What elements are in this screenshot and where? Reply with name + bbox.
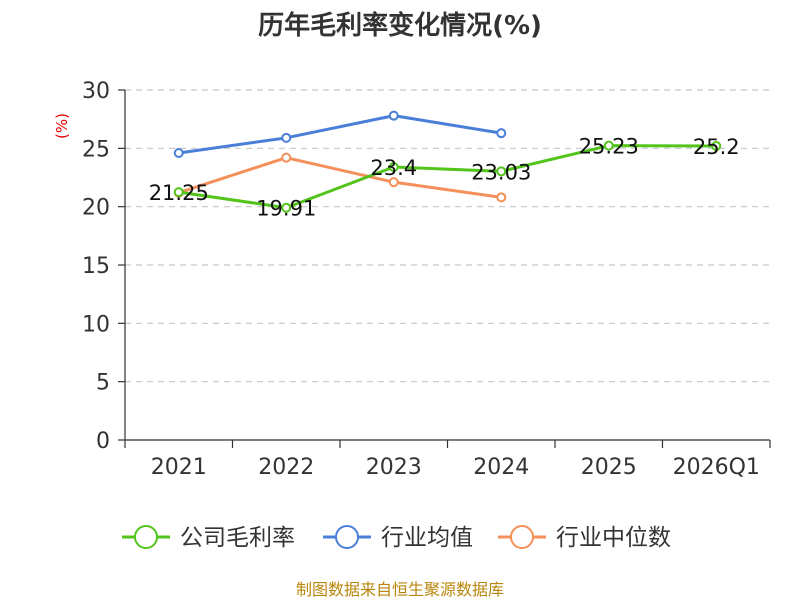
y-tick-label: 10 (82, 312, 110, 337)
x-tick-label: 2026Q1 (673, 455, 760, 480)
x-tick-label: 2024 (473, 455, 529, 480)
data-point (281, 202, 292, 213)
data-point (496, 166, 507, 177)
data-point (496, 128, 507, 139)
data-labels: 21.25 19.91 23.4 23.03 25.23 25.2 (149, 135, 740, 221)
legend-label-0: 公司毛利率 (180, 525, 295, 551)
legend-label-2: 行业中位数 (556, 525, 671, 551)
y-tick-label: 20 (82, 196, 110, 221)
data-point (388, 177, 399, 188)
data-point (173, 187, 184, 198)
y-tick-label: 0 (96, 429, 110, 454)
data-label: 25.2 (693, 135, 740, 159)
y-axis-label: (%) (53, 113, 71, 139)
legend-marker-0 (134, 525, 158, 549)
data-point (603, 140, 614, 151)
data-point (281, 152, 292, 163)
data-point (711, 141, 722, 151)
legend-marker-1 (335, 525, 359, 549)
data-point (173, 148, 184, 158)
series-line-0 (178, 144, 717, 210)
y-tick-label: 5 (96, 371, 110, 396)
legend-label-1: 行业均值 (381, 525, 473, 551)
x-tick-label: 2021 (151, 455, 207, 480)
series-lines (173, 110, 722, 213)
y-tick-label: 15 (82, 254, 110, 279)
data-point (388, 162, 399, 172)
series-line-1 (178, 114, 502, 155)
data-label: 23.4 (370, 156, 417, 180)
grid-lines (125, 89, 770, 383)
data-label: 23.03 (471, 160, 531, 184)
data-point (388, 110, 399, 121)
chart-title: 历年毛利率变化情况(%) (258, 10, 542, 41)
legend-marker-2 (510, 525, 534, 549)
y-tick-label: 30 (82, 79, 110, 104)
data-label: 21.25 (149, 181, 209, 205)
x-tick-label: 2022 (258, 455, 314, 480)
y-tick-label: 25 (82, 137, 110, 162)
x-tick-label: 2025 (581, 455, 637, 480)
data-point (496, 192, 507, 203)
legend: 公司毛利率 行业均值 行业中位数 (122, 525, 671, 551)
series-line-2 (178, 156, 502, 199)
data-label: 25.23 (579, 135, 639, 159)
x-tick-label: 2023 (366, 455, 422, 480)
source-note: 制图数据来自恒生聚源数据库 (296, 580, 504, 599)
data-point (281, 132, 292, 143)
data-label: 19.91 (256, 197, 316, 221)
